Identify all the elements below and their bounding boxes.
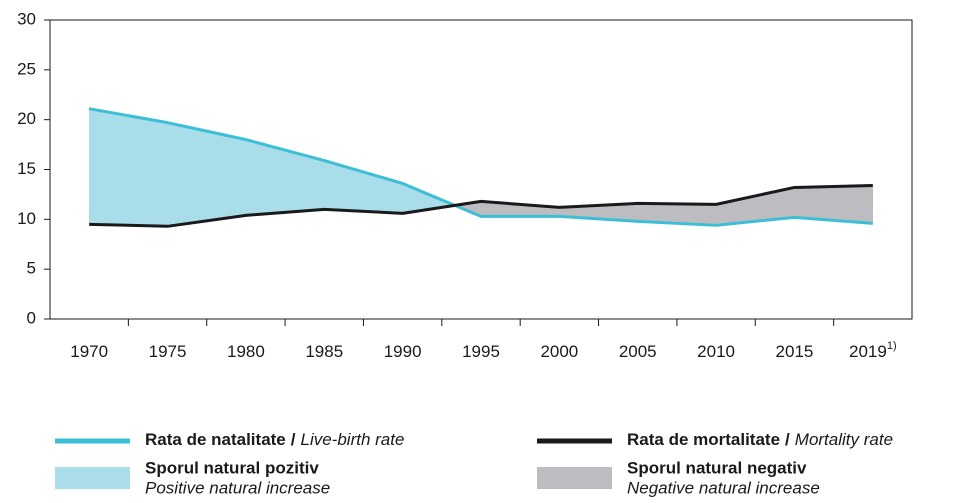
x-tick-text: 2015	[776, 342, 814, 361]
legend-swatch	[55, 467, 130, 489]
legend-label: Rata de natalitate / Live-birth rate	[145, 430, 404, 449]
y-tick-label: 30	[17, 9, 36, 28]
x-tick-text: 2000	[540, 342, 578, 361]
y-tick-label: 5	[27, 259, 36, 278]
series-line	[88, 107, 873, 227]
legend-name: Rata de natalitate	[145, 430, 286, 449]
legend-swatch	[537, 467, 612, 489]
x-tick-text: 1995	[462, 342, 500, 361]
legend-name: Sporul natural negativ	[627, 458, 807, 477]
legend-name-en: Live-birth rate	[301, 430, 405, 449]
legend-name-en: Negative natural increase	[627, 478, 820, 497]
legend-sep: /	[785, 430, 790, 449]
x-tick-text: 1980	[227, 342, 265, 361]
x-tick-label: 1980	[227, 342, 265, 361]
y-tick-label: 25	[17, 59, 36, 78]
x-tick-label: 2010	[697, 342, 735, 361]
x-tick-text: 2005	[619, 342, 657, 361]
x-tick-text: 1970	[70, 342, 108, 361]
legend-label: Rata de mortalitate / Mortality rate	[627, 430, 893, 449]
x-tick-label: 2015	[776, 342, 814, 361]
legend-name-en: Positive natural increase	[145, 478, 330, 497]
legend-name: Rata de mortalitate	[627, 430, 780, 449]
x-tick-label: 2005	[619, 342, 657, 361]
series-line	[89, 183, 873, 228]
x-tick-label: 20191)	[849, 340, 897, 362]
legend-sep: /	[291, 430, 296, 449]
y-tick-label: 15	[17, 159, 36, 178]
x-tick-label: 1990	[384, 342, 422, 361]
legend-name: Sporul natural pozitiv	[145, 458, 319, 477]
x-tick-text: 2010	[697, 342, 735, 361]
y-tick-label: 20	[17, 109, 36, 128]
y-tick-label: 10	[17, 209, 36, 228]
x-tick-text: 1985	[305, 342, 343, 361]
area-fill	[88, 108, 168, 227]
x-tick-note: 1)	[887, 340, 897, 352]
legend-name-en: Mortality rate	[795, 430, 893, 449]
area-fill	[324, 160, 403, 214]
x-tick-text: 1990	[384, 342, 422, 361]
x-tick-label: 1995	[462, 342, 500, 361]
x-tick-label: 1985	[305, 342, 343, 361]
x-tick-text: 2019	[849, 342, 887, 361]
x-tick-label: 2000	[540, 342, 578, 361]
x-tick-label: 1970	[70, 342, 108, 361]
y-tick-label: 0	[27, 308, 36, 327]
x-tick-text: 1975	[149, 342, 187, 361]
x-tick-label: 1975	[149, 342, 187, 361]
